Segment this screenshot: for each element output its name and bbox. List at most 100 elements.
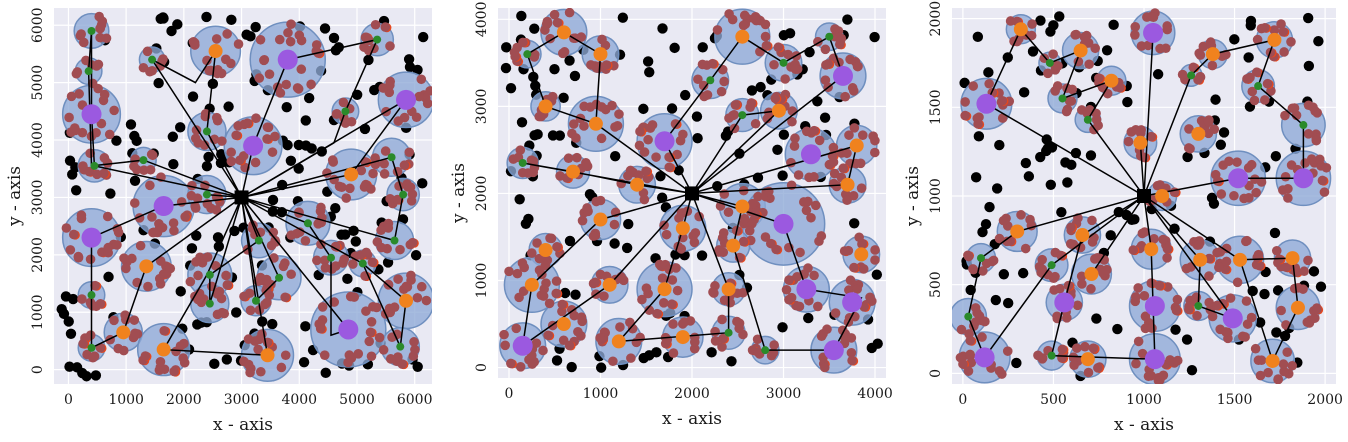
waypoint-medium — [156, 342, 171, 357]
covered-point — [103, 242, 114, 253]
covered-point — [1321, 162, 1332, 173]
covered-point — [316, 202, 326, 213]
uncovered-point — [501, 42, 512, 53]
covered-point — [95, 299, 106, 309]
covered-point — [1195, 50, 1206, 60]
y-tick-label: 1500 — [928, 90, 944, 126]
covered-point — [222, 29, 232, 39]
uncovered-point — [223, 101, 234, 112]
covered-point — [92, 169, 102, 180]
covered-point — [193, 270, 203, 281]
covered-point — [1273, 374, 1283, 384]
uncovered-point — [564, 55, 575, 66]
uncovered-point — [267, 318, 278, 330]
covered-point — [422, 98, 432, 109]
covered-point — [86, 131, 97, 142]
covered-point — [1215, 246, 1226, 257]
uncovered-point — [1085, 150, 1097, 161]
covered-point — [1246, 159, 1257, 170]
uncovered-point — [306, 143, 317, 154]
covered-point — [66, 91, 77, 102]
waypoint-medium — [1133, 135, 1148, 150]
depot-marker — [1137, 189, 1151, 203]
waypoint-medium — [588, 116, 603, 131]
covered-point — [960, 110, 970, 121]
covered-point — [717, 342, 727, 352]
covered-point — [1155, 43, 1165, 54]
covered-point — [176, 197, 187, 207]
uncovered-point — [155, 13, 166, 24]
covered-point — [145, 164, 156, 175]
uncovered-point — [1302, 12, 1314, 24]
uncovered-point — [1045, 26, 1056, 37]
covered-point — [610, 122, 620, 132]
waypoint-small — [1083, 115, 1092, 124]
covered-point — [193, 138, 203, 148]
uncovered-point — [212, 232, 224, 243]
uncovered-point — [706, 347, 717, 358]
y-tick-label: 3000 — [30, 180, 46, 216]
covered-point — [723, 207, 734, 217]
covered-point — [563, 153, 574, 164]
covered-point — [572, 152, 582, 163]
waypoint-small — [358, 259, 367, 268]
covered-point — [644, 305, 655, 315]
y-tick-label: 5000 — [30, 65, 46, 101]
waypoint-small — [976, 254, 985, 263]
uncovered-point — [1056, 206, 1067, 218]
covered-point — [981, 258, 992, 269]
covered-point — [135, 240, 146, 251]
covered-point — [330, 241, 341, 252]
waypoint-medium — [675, 330, 690, 345]
covered-point — [645, 123, 656, 133]
uncovered-point — [505, 82, 517, 94]
waypoint-medium — [657, 282, 672, 297]
covered-point — [366, 351, 377, 362]
uncovered-point — [1208, 198, 1220, 209]
waypoint-small — [202, 127, 211, 136]
waypoint-small — [523, 50, 532, 59]
covered-point — [849, 262, 859, 273]
uncovered-point — [207, 78, 219, 90]
y-tick-label: 3000 — [474, 89, 490, 125]
uncovered-point — [1215, 139, 1227, 150]
waypoint-medium — [630, 177, 645, 192]
covered-point — [714, 245, 724, 255]
covered-point — [1263, 367, 1273, 378]
covered-point — [243, 334, 254, 344]
covered-point — [793, 170, 804, 180]
covered-point — [804, 172, 814, 183]
covered-point — [738, 236, 749, 247]
covered-point — [239, 119, 250, 130]
waypoint-medium — [593, 212, 608, 227]
y-tick-label: 500 — [928, 271, 944, 298]
waypoint-small — [202, 190, 211, 199]
uncovered-point — [203, 151, 214, 163]
y-tick-label: 1000 — [474, 263, 490, 299]
covered-point — [579, 121, 589, 131]
covered-point — [865, 292, 875, 303]
covered-point — [243, 359, 254, 370]
waypoint-small — [1047, 351, 1056, 360]
covered-point — [1050, 86, 1060, 96]
covered-point — [806, 212, 816, 223]
covered-point — [191, 257, 201, 267]
covered-point — [178, 353, 189, 363]
covered-point — [142, 46, 153, 57]
covered-point — [773, 42, 784, 53]
covered-point — [1188, 62, 1199, 73]
covered-point — [68, 229, 79, 240]
waypoint-small — [303, 219, 312, 228]
covered-point — [670, 119, 681, 129]
uncovered-point — [1129, 214, 1140, 225]
covered-point — [119, 253, 129, 263]
covered-point — [577, 316, 587, 327]
uncovered-point — [1054, 11, 1065, 22]
covered-point — [222, 280, 233, 290]
covered-point — [709, 288, 719, 298]
waypoint-small — [1254, 82, 1263, 91]
waypoint-medium — [1267, 32, 1282, 47]
covered-point — [379, 169, 390, 179]
covered-point — [283, 27, 293, 38]
uncovered-point — [350, 236, 362, 247]
